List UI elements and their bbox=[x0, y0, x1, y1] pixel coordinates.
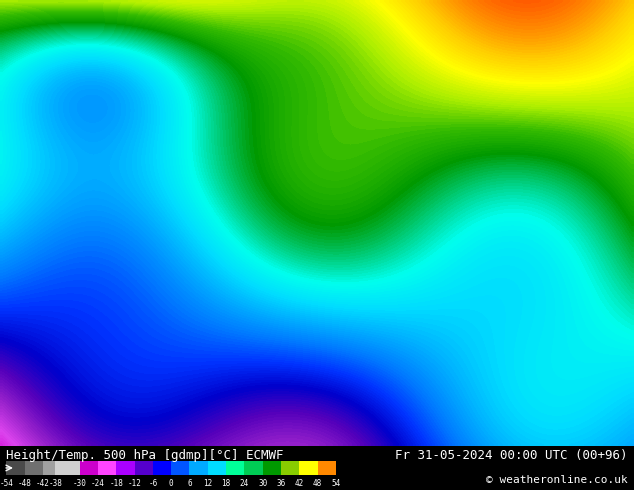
Text: 30: 30 bbox=[258, 479, 268, 488]
Bar bbox=[171, 462, 190, 474]
Text: 24: 24 bbox=[240, 479, 249, 488]
Text: © weatheronline.co.uk: © weatheronline.co.uk bbox=[486, 474, 628, 485]
Text: Height/Temp. 500 hPa [gdmp][°C] ECMWF: Height/Temp. 500 hPa [gdmp][°C] ECMWF bbox=[6, 449, 284, 463]
Text: Fr 31-05-2024 00:00 UTC (00+96): Fr 31-05-2024 00:00 UTC (00+96) bbox=[395, 449, 628, 463]
Bar bbox=[226, 462, 245, 474]
Bar bbox=[281, 462, 299, 474]
Bar bbox=[55, 462, 80, 474]
Text: 6: 6 bbox=[187, 479, 192, 488]
Text: -42: -42 bbox=[36, 479, 50, 488]
Bar bbox=[299, 462, 318, 474]
Bar bbox=[80, 462, 98, 474]
Text: -18: -18 bbox=[109, 479, 123, 488]
Bar bbox=[98, 462, 116, 474]
Bar bbox=[153, 462, 171, 474]
Text: 48: 48 bbox=[313, 479, 322, 488]
Text: 54: 54 bbox=[332, 479, 340, 488]
Text: -48: -48 bbox=[18, 479, 32, 488]
Text: 42: 42 bbox=[295, 479, 304, 488]
Bar bbox=[43, 462, 55, 474]
Bar bbox=[208, 462, 226, 474]
Bar bbox=[190, 462, 208, 474]
Text: -6: -6 bbox=[148, 479, 157, 488]
Bar bbox=[245, 462, 262, 474]
Text: -30: -30 bbox=[73, 479, 86, 488]
Text: -38: -38 bbox=[48, 479, 62, 488]
Bar bbox=[6, 462, 25, 474]
Text: 0: 0 bbox=[169, 479, 174, 488]
Bar bbox=[318, 462, 336, 474]
Text: -12: -12 bbox=[127, 479, 141, 488]
Text: -54: -54 bbox=[0, 479, 13, 488]
Bar bbox=[25, 462, 43, 474]
Bar bbox=[116, 462, 134, 474]
Text: 12: 12 bbox=[203, 479, 212, 488]
Text: 36: 36 bbox=[276, 479, 286, 488]
Bar bbox=[262, 462, 281, 474]
Bar bbox=[134, 462, 153, 474]
Text: -24: -24 bbox=[91, 479, 105, 488]
Text: 18: 18 bbox=[221, 479, 231, 488]
